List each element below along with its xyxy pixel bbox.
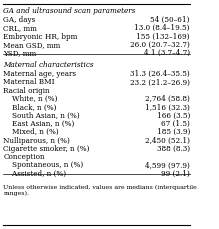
Text: 2,764 (58.8): 2,764 (58.8) (145, 95, 190, 103)
Text: GA, days: GA, days (3, 16, 35, 24)
Text: Mean GSD, mm: Mean GSD, mm (3, 41, 60, 49)
Text: Maternal BMI: Maternal BMI (3, 78, 55, 86)
Text: 23.2 (21.2–26.9): 23.2 (21.2–26.9) (130, 78, 190, 86)
Text: Spontaneous, n (%): Spontaneous, n (%) (3, 161, 83, 169)
Text: Maternal characteristics: Maternal characteristics (3, 61, 94, 68)
Text: 4,599 (97.9): 4,599 (97.9) (145, 161, 190, 169)
Text: Embryonic HR, bpm: Embryonic HR, bpm (3, 32, 78, 40)
Text: Maternal age, years: Maternal age, years (3, 70, 76, 78)
Text: Assisted, n (%): Assisted, n (%) (3, 169, 66, 177)
Text: 54 (50–61): 54 (50–61) (150, 16, 190, 24)
Text: Mixed, n (%): Mixed, n (%) (3, 128, 59, 136)
Text: 2,450 (52.1): 2,450 (52.1) (145, 136, 190, 144)
Text: 31.3 (26.4–35.5): 31.3 (26.4–35.5) (130, 70, 190, 78)
Text: 388 (8.3): 388 (8.3) (157, 144, 190, 152)
Text: Black, n (%): Black, n (%) (3, 103, 57, 111)
Text: 1,516 (32.3): 1,516 (32.3) (145, 103, 190, 111)
Text: White, n (%): White, n (%) (3, 95, 58, 103)
Text: Nulliparous, n (%): Nulliparous, n (%) (3, 136, 70, 144)
Text: 13.0 (8.4–19.5): 13.0 (8.4–19.5) (134, 24, 190, 32)
Text: 166 (3.5): 166 (3.5) (157, 111, 190, 119)
Text: Conception: Conception (3, 153, 45, 161)
Text: GA and ultrasound scan parameters: GA and ultrasound scan parameters (3, 7, 136, 15)
Text: Racial origin: Racial origin (3, 86, 50, 94)
Text: Unless otherwise indicated, values are medians (interquartile
ranges).: Unless otherwise indicated, values are m… (3, 184, 197, 195)
Text: South Asian, n (%): South Asian, n (%) (3, 111, 80, 119)
Text: 4.1 (3.7–4.7): 4.1 (3.7–4.7) (144, 49, 190, 57)
Text: CRL, mm: CRL, mm (3, 24, 37, 32)
Text: 185 (3.9): 185 (3.9) (157, 128, 190, 136)
Text: YSD, mm: YSD, mm (3, 49, 37, 57)
Text: 67 (1.5): 67 (1.5) (161, 120, 190, 127)
Text: 99 (2.1): 99 (2.1) (161, 169, 190, 177)
Text: 155 (132–169): 155 (132–169) (136, 32, 190, 40)
Text: Cigarette smoker, n (%): Cigarette smoker, n (%) (3, 144, 90, 152)
Text: 26.0 (20.7–32.7): 26.0 (20.7–32.7) (130, 41, 190, 49)
Text: East Asian, n (%): East Asian, n (%) (3, 120, 75, 127)
